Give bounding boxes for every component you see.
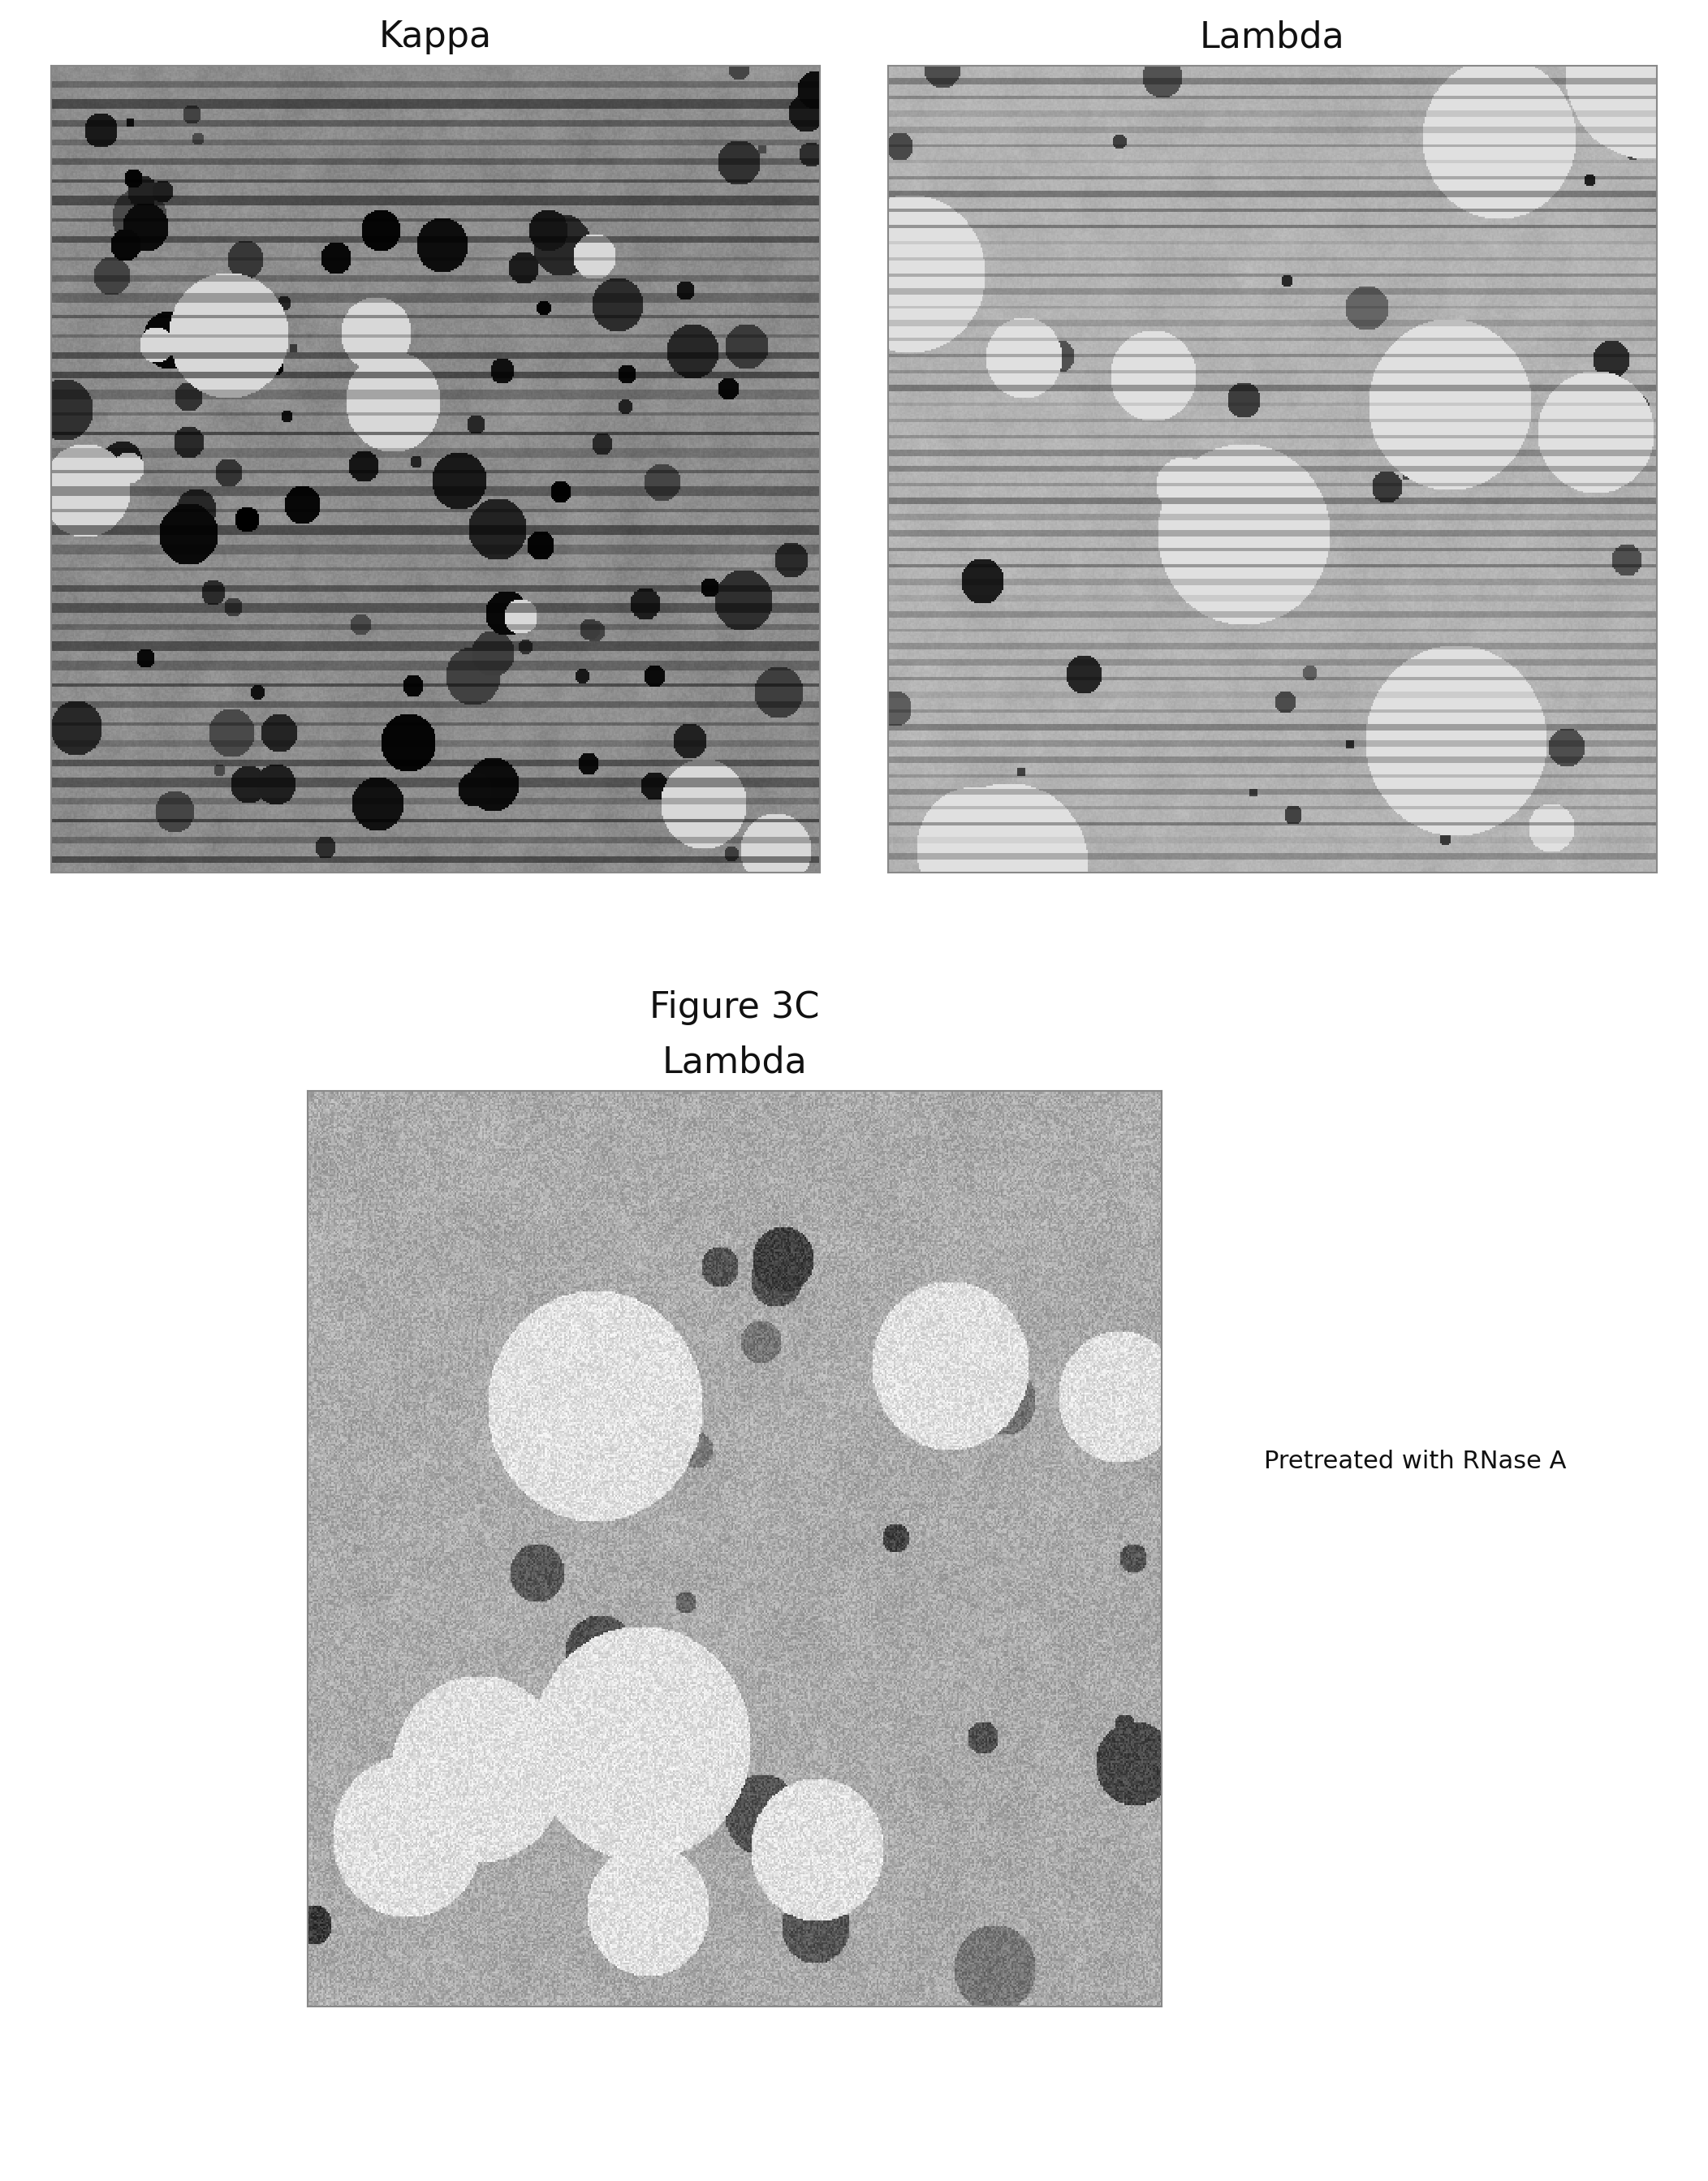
Text: Lambda: Lambda xyxy=(1201,20,1344,55)
Text: Figure 3C: Figure 3C xyxy=(649,990,820,1025)
Text: Lambda: Lambda xyxy=(663,1045,806,1080)
Text: Pretreated with RNase A: Pretreated with RNase A xyxy=(1264,1450,1566,1472)
Text: Kappa: Kappa xyxy=(379,20,492,55)
